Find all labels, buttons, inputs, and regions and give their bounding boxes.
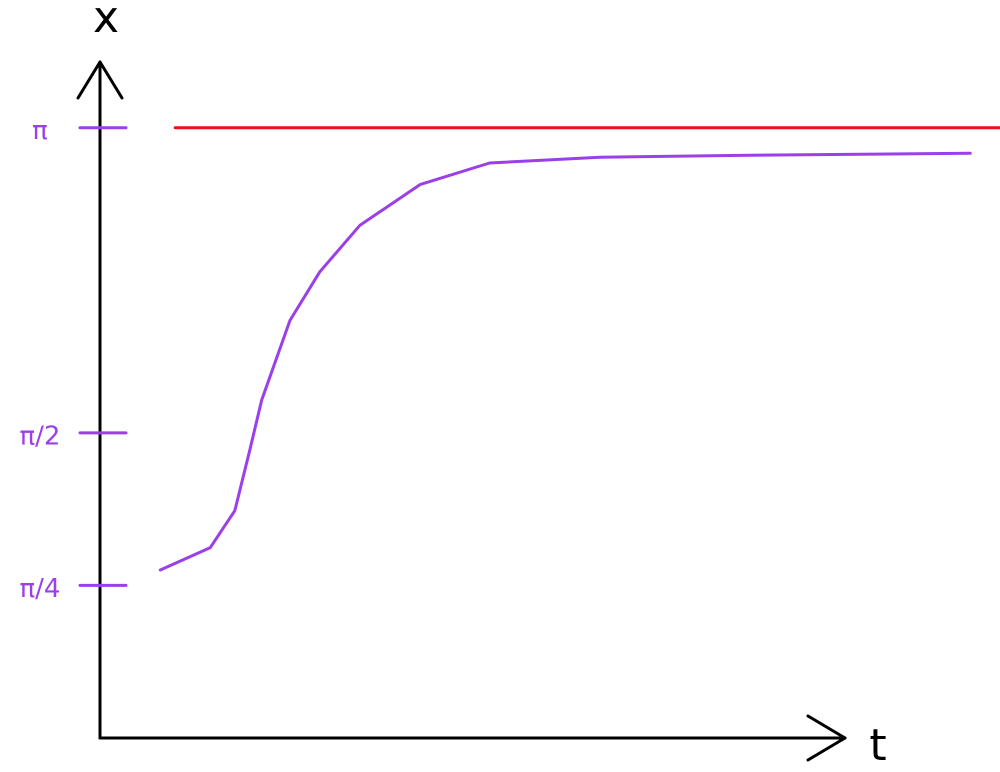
data-line [158,151,972,572]
y-axis-label: x [93,0,119,43]
y-tick-label: π/4 [20,574,61,604]
y-axis-arrow [76,60,124,100]
axes [76,60,847,762]
x-axis-label: t [869,720,886,768]
x-axis-arrow [806,714,847,762]
y-tick-label: π/2 [20,421,61,451]
y-tick-label: π [32,116,48,146]
